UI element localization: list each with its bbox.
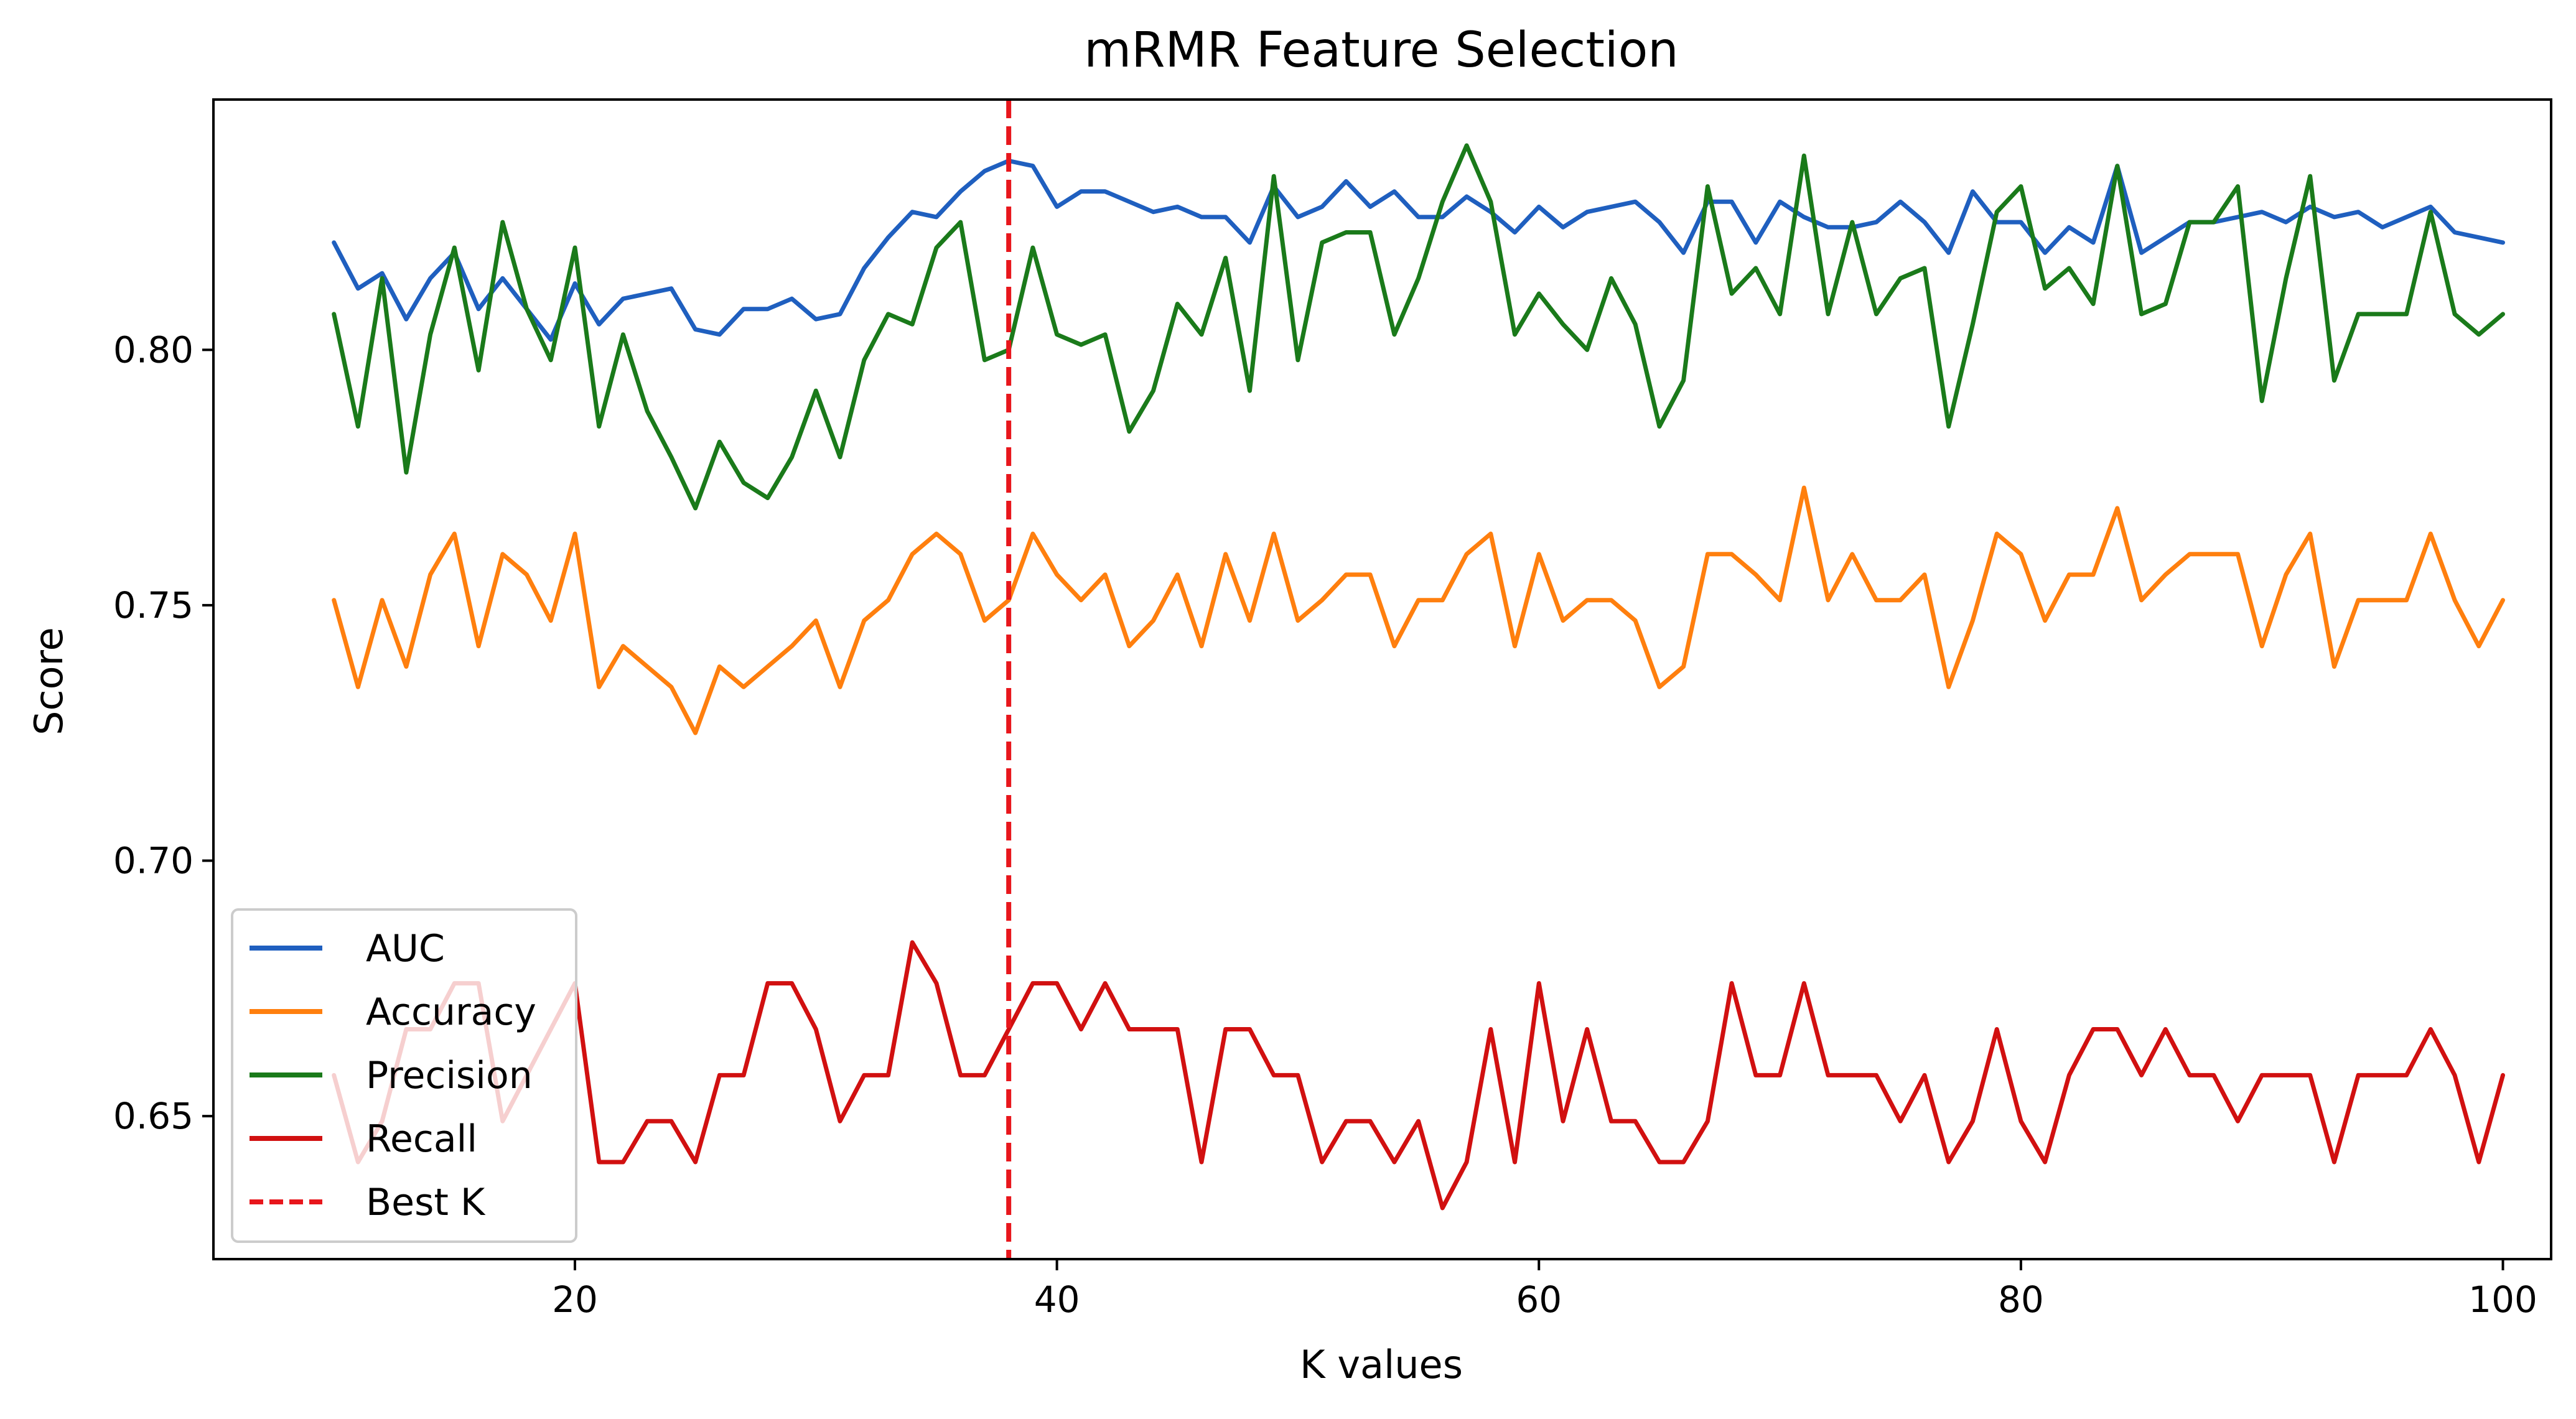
legend-label-recall: Recall bbox=[366, 1117, 477, 1161]
legend: AUC Accuracy Precision Recall Best K bbox=[231, 908, 577, 1243]
legend-label-accuracy: Accuracy bbox=[366, 990, 536, 1034]
series-line-auc bbox=[332, 159, 2505, 342]
plot-area: 20 40 60 80 100 0.65 0.70 0.75 0.80 AUC Accuracy Pr… bbox=[113, 98, 2552, 1321]
x-tick-label: 80 bbox=[1998, 1278, 2044, 1321]
series-line-precision bbox=[332, 143, 2505, 511]
y-tick-label: 0.65 bbox=[113, 1095, 194, 1137]
y-tick-label: 0.75 bbox=[113, 584, 194, 626]
x-axis-label: K values bbox=[1300, 1342, 1463, 1387]
legend-box bbox=[231, 908, 577, 1243]
x-tick-label: 100 bbox=[2468, 1278, 2537, 1321]
series-line-accuracy bbox=[332, 485, 2505, 735]
y-tick-label: 0.70 bbox=[113, 840, 194, 882]
x-tick-label: 40 bbox=[1034, 1278, 1080, 1321]
y-axis-label: Score bbox=[26, 627, 72, 735]
y-tick-label: 0.80 bbox=[113, 328, 194, 371]
chart-title: mRMR Feature Selection bbox=[1084, 22, 1678, 78]
legend-label-auc: AUC bbox=[366, 927, 445, 970]
legend-label-best-k: Best K bbox=[366, 1181, 486, 1224]
plot-frame bbox=[212, 98, 2552, 1260]
series-line-recall bbox=[332, 940, 2505, 1211]
x-tick-label: 60 bbox=[1516, 1278, 1562, 1321]
x-tick-label: 20 bbox=[552, 1278, 598, 1321]
legend-label-precision: Precision bbox=[366, 1054, 533, 1097]
